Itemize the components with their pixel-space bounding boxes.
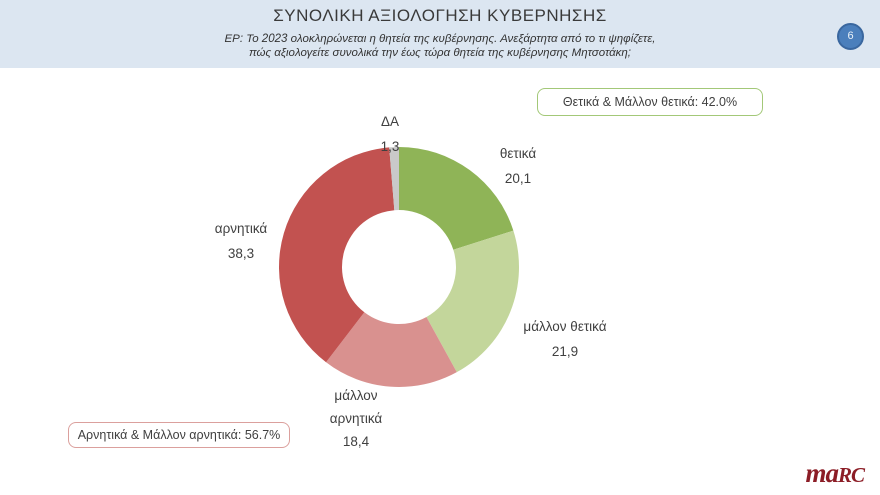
question-line-1: ΕΡ: Το 2023 ολοκληρώνεται η θητεία της κ… xyxy=(224,33,656,45)
page-number-badge: 6 xyxy=(837,23,864,50)
negative-summary-box: Αρνητικά & Μάλλον αρνητικά: 56.7% xyxy=(68,422,290,448)
question-line-2: πώς αξιολογείτε συνολικά την έως τώρα θη… xyxy=(249,46,631,59)
page-title: ΣΥΝΟΛΙΚΗ ΑΞΙΟΛΟΓΗΣΗ ΚΥΒΕΡΝΗΣΗΣ xyxy=(273,6,607,25)
slice-label-thetika: θετικά 20,1 xyxy=(468,141,568,191)
slice-label-arnitika: αρνητικά 38,3 xyxy=(191,216,291,266)
donut-slice xyxy=(279,147,395,363)
slice-label-da: ΔΑ 1,3 xyxy=(350,109,430,159)
marc-logo-caps: RC xyxy=(837,463,865,487)
slice-label-mallon-thetika: μάλλον θετικά 21,9 xyxy=(500,314,630,364)
marc-logo: maRC xyxy=(805,458,865,489)
question-text: ΕΡ: Το 2023 ολοκληρώνεται η θητεία της κ… xyxy=(0,33,880,60)
donut-slice xyxy=(399,147,514,250)
slice-value-text: 1,3 xyxy=(380,139,400,154)
slice-label-text: μάλλον θετικά xyxy=(523,319,607,334)
donut-slice xyxy=(426,230,520,373)
slice-value-text: 18,4 xyxy=(342,434,370,449)
slice-value-text: 38,3 xyxy=(227,246,255,261)
slice-label-text: αρνητικά xyxy=(214,221,268,236)
positive-summary-box: Θετικά & Μάλλον θετικά: 42.0% xyxy=(537,88,763,116)
slice-label-text: ΔΑ xyxy=(380,114,400,129)
marc-logo-lowercase: ma xyxy=(805,458,839,488)
header: ΣΥΝΟΛΙΚΗ ΑΞΙΟΛΟΓΗΣΗ ΚΥΒΕΡΝΗΣΗΣ ΕΡ: Το 20… xyxy=(0,0,880,68)
donut-chart xyxy=(279,147,520,388)
slice-value-text: 20,1 xyxy=(504,171,532,186)
slice-label-mallon-arnitika: μάλλον αρνητικά 18,4 xyxy=(311,384,401,453)
slice-value-text: 21,9 xyxy=(551,344,579,359)
donut-slice xyxy=(389,147,399,211)
donut-slice xyxy=(326,312,457,388)
slice-label-text: μάλλον αρνητικά xyxy=(329,388,383,426)
slice-label-text: θετικά xyxy=(499,146,537,161)
